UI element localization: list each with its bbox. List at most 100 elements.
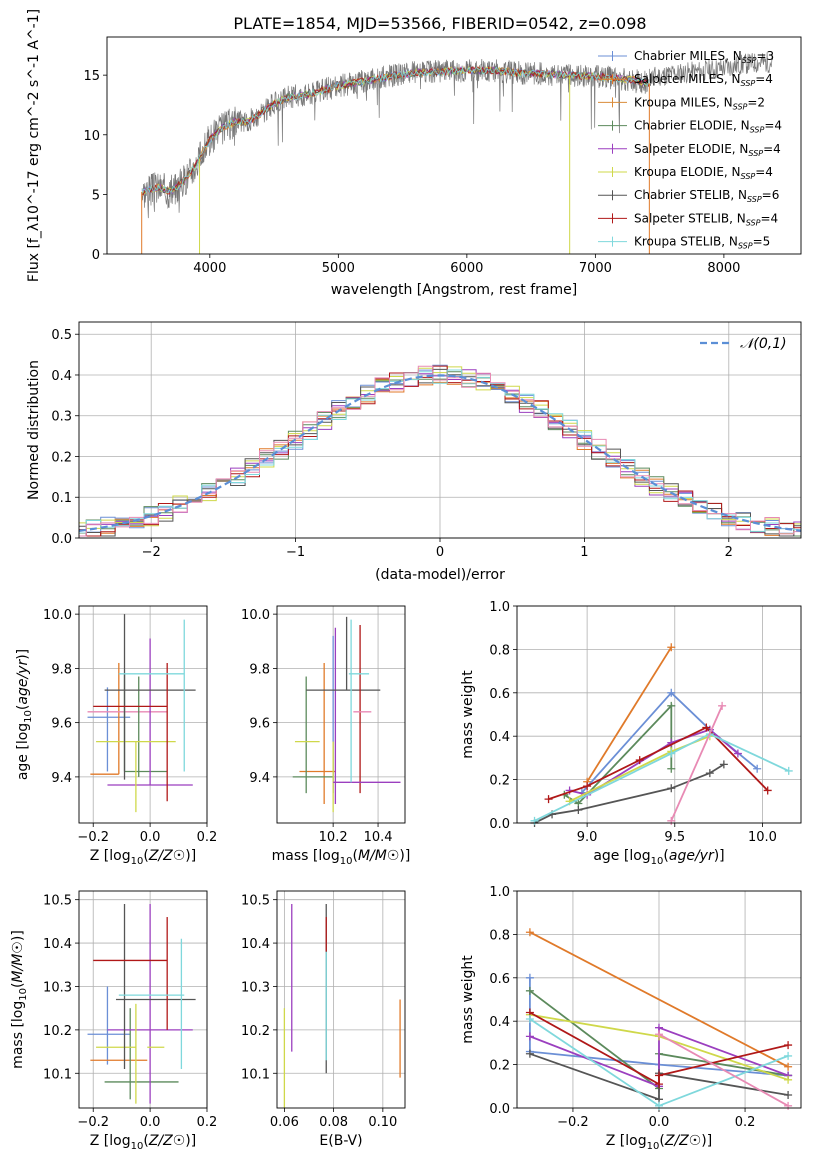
mass-vs-EBV-ytick-label: 10.4 [241, 937, 270, 952]
massweight-vs-age-ytick-label: 0.4 [489, 730, 510, 745]
age-vs-mass-ytick-label: 10.0 [241, 608, 270, 623]
legend-entry: Salpeter ELODIE, NSSP=4 [634, 142, 781, 158]
age-vs-Z-xlabel: Z [log10(Z/Z☉)] [90, 848, 196, 867]
age-vs-Z-xtick-label: −0.2 [77, 830, 109, 845]
mass-vs-Z-ytick-label: 10.4 [43, 937, 72, 952]
spectrum-ylabel: Flux [f_λ10^-17 erg cm^-2 s^-1 A^-1] [26, 9, 42, 282]
mass-weight-point [574, 805, 583, 814]
mass-vs-Z-ytick-label: 10.2 [43, 1024, 72, 1039]
mass-vs-Z-xtick-label: 0.0 [140, 1115, 161, 1130]
legend-entry: Kroupa MILES, NSSP=2 [634, 95, 765, 111]
massweight-vs-Z-ytick-label: 0.2 [489, 1059, 510, 1074]
mass-weight-point [525, 1032, 534, 1041]
mass-weight-point [667, 688, 676, 697]
legend-entry: Kroupa ELODIE, NSSP=4 [634, 165, 773, 181]
age-vs-Z-ytick-label: 9.8 [51, 662, 72, 677]
mass-weight-series [586, 646, 673, 783]
mass-weight-point [635, 756, 644, 765]
mass-weight-point [525, 928, 534, 937]
mass-weight-point [667, 784, 676, 793]
age-vs-mass-frame [276, 605, 406, 824]
mass-weight-point [655, 1030, 663, 1039]
age-vs-Z-xtick-label: 0.2 [197, 830, 218, 845]
legend-entry: Salpeter STELIB, NSSP=4 [634, 211, 778, 227]
massweight-vs-age-ytick-label: 0.6 [489, 687, 510, 702]
massweight-vs-Z-axes: −0.2 0.0 0.2 0.0 0.2 0.4 0.6 0.8 1.0 [489, 885, 801, 1130]
residuals-xtick-label: −1 [286, 545, 305, 560]
residuals-xtick-label: 2 [725, 545, 733, 560]
age-vs-Z-axes: −0.2 0.0 0.2 9.4 9.6 9.8 10.0 [43, 606, 217, 845]
age-vs-mass-ytick-label: 9.6 [249, 717, 270, 732]
massweight-vs-Z-ytick-label: 0.4 [489, 1015, 510, 1030]
mass-vs-Z-ytick-label: 10.3 [43, 980, 72, 995]
mass-weight-point [667, 701, 676, 710]
mass-weight-series [563, 703, 673, 805]
mass-vs-Z-frame [78, 890, 208, 1109]
spectrum-data-tail [648, 52, 774, 87]
mass-vs-EBV-xlabel: E(B-V) [319, 1133, 362, 1149]
massweight-vs-Z-frame [516, 890, 802, 1109]
age-vs-mass-axes: 10.2 10.4 9.4 9.6 9.8 10.0 [241, 606, 405, 845]
legend-entry: Salpeter MILES, NSSP=4 [634, 72, 773, 88]
massweight-vs-Z-ytick-label: 0.0 [489, 1102, 510, 1117]
mass-vs-Z-ytick-label: 10.1 [43, 1067, 72, 1082]
massweight-vs-age-ytick-label: 0.2 [489, 774, 510, 789]
spectrum-model-line [141, 66, 650, 195]
mass-weight-point [655, 1101, 663, 1110]
massweight-vs-Z-ytick-label: 0.8 [489, 928, 510, 943]
mass-weight-point [530, 816, 539, 825]
residuals-xtick-label: 1 [580, 545, 588, 560]
massweight-vs-age-xtick-label: 9.5 [664, 830, 685, 845]
mass-weight-point [655, 1071, 663, 1080]
mass-weight-point [667, 749, 676, 758]
mass-weight-point [733, 749, 742, 758]
mass-vs-EBV-frame [276, 890, 406, 1109]
mass-weight-point [544, 795, 553, 804]
massweight-vs-Z-xtick-label: 0.0 [649, 1115, 670, 1130]
residuals-xtick-label: 0 [436, 545, 444, 560]
spectrum-xtick-label: 6000 [450, 261, 483, 276]
massweight-vs-age-xtick-label: 9.0 [577, 830, 598, 845]
mass-vs-Z-xtick-label: −0.2 [77, 1115, 109, 1130]
spectrum-xtick-label: 8000 [707, 261, 740, 276]
residuals-ytick-label: 0.2 [51, 450, 72, 465]
age-vs-Z-ytick-label: 9.4 [51, 771, 72, 786]
mass-weight-point [525, 986, 534, 995]
figure-title: PLATE=1854, MJD=53566, FIBERID=0542, z=0… [233, 14, 646, 33]
mass-vs-EBV-ytick-label: 10.2 [241, 1024, 270, 1039]
spectrum-frame [106, 36, 802, 255]
residuals-ylabel: Normed distribution [26, 360, 42, 500]
mass-weight-point [719, 760, 728, 769]
age-vs-Z-ylabel: age [log10(age/yr)] [15, 649, 34, 780]
mass-vs-EBV-ytick-label: 10.3 [241, 980, 270, 995]
massweight-vs-age-ytick-label: 1.0 [489, 600, 510, 615]
massweight-vs-age-ylabel: mass weight [460, 670, 476, 759]
residuals-ytick-label: 0.0 [51, 532, 72, 547]
massweight-vs-age-xlabel: age [log10(age/yr)] [593, 848, 724, 867]
mass-vs-EBV-xtick-label: 0.06 [270, 1115, 299, 1130]
mass-vs-EBV-ytick-label: 10.5 [241, 894, 270, 909]
mass-weight-point [525, 1049, 534, 1058]
mass-vs-Z-ylabel: mass [log10(M/M☉)] [10, 930, 29, 1069]
age-vs-Z-ytick-label: 10.0 [43, 608, 72, 623]
age-vs-Z-ytick-label: 9.6 [51, 717, 72, 732]
spectrum-xlabel: wavelength [Angstrom, rest frame] [331, 282, 577, 298]
mass-vs-EBV-axes: 0.06 0.08 0.10 10.1 10.2 10.3 10.4 10.5 [241, 891, 405, 1130]
residuals-frame [78, 321, 802, 539]
mass-weight-series [534, 763, 725, 823]
spectrum-ytick-label: 0 [92, 248, 100, 263]
spectrum-xtick-label: 5000 [322, 261, 355, 276]
massweight-vs-age-frame [516, 605, 802, 824]
massweight-vs-Z-xlabel: Z [log10(Z/Z☉)] [606, 1133, 712, 1152]
spectrum-ytick-label: 10 [83, 129, 100, 144]
mass-weight-point [784, 1090, 793, 1099]
mass-weight-series [529, 931, 789, 1068]
legend-entry: Kroupa STELIB, NSSP=5 [634, 235, 770, 251]
mass-weight-point [655, 1080, 663, 1089]
mass-weight-point [525, 973, 534, 982]
residuals-legend: 𝒩(0,1) [700, 336, 787, 352]
mass-weight-point [667, 764, 676, 773]
age-vs-Z-frame [78, 605, 208, 824]
spectrum-axes: 4000 5000 6000 7000 8000 0 5 10 15 [83, 69, 740, 276]
residuals-ytick-label: 0.1 [51, 491, 72, 506]
